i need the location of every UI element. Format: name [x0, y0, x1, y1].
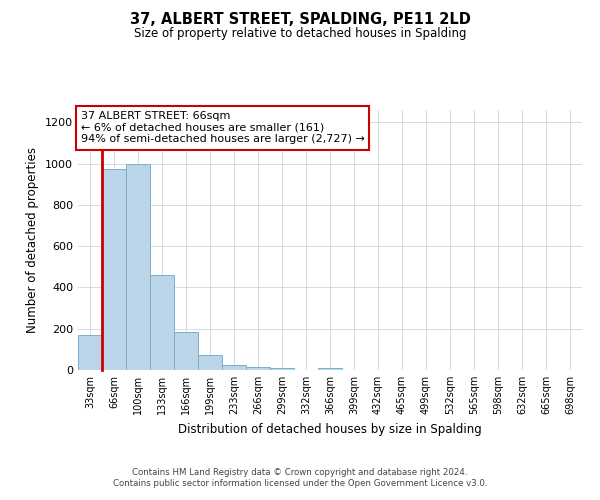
Bar	[79, 335, 101, 370]
Text: 37, ALBERT STREET, SPALDING, PE11 2LD: 37, ALBERT STREET, SPALDING, PE11 2LD	[130, 12, 470, 28]
Text: 37 ALBERT STREET: 66sqm
← 6% of detached houses are smaller (161)
94% of semi-de: 37 ALBERT STREET: 66sqm ← 6% of detached…	[80, 112, 364, 144]
Text: Size of property relative to detached houses in Spalding: Size of property relative to detached ho…	[134, 28, 466, 40]
Bar	[103, 169, 125, 370]
Bar	[319, 368, 341, 370]
X-axis label: Distribution of detached houses by size in Spalding: Distribution of detached houses by size …	[178, 422, 482, 436]
Bar	[151, 275, 173, 370]
Y-axis label: Number of detached properties: Number of detached properties	[26, 147, 40, 333]
Text: Contains HM Land Registry data © Crown copyright and database right 2024.
Contai: Contains HM Land Registry data © Crown c…	[113, 468, 487, 487]
Bar	[127, 164, 149, 370]
Bar	[247, 367, 269, 370]
Bar	[199, 354, 221, 370]
Bar	[223, 365, 245, 370]
Bar	[271, 368, 293, 370]
Bar	[175, 332, 197, 370]
